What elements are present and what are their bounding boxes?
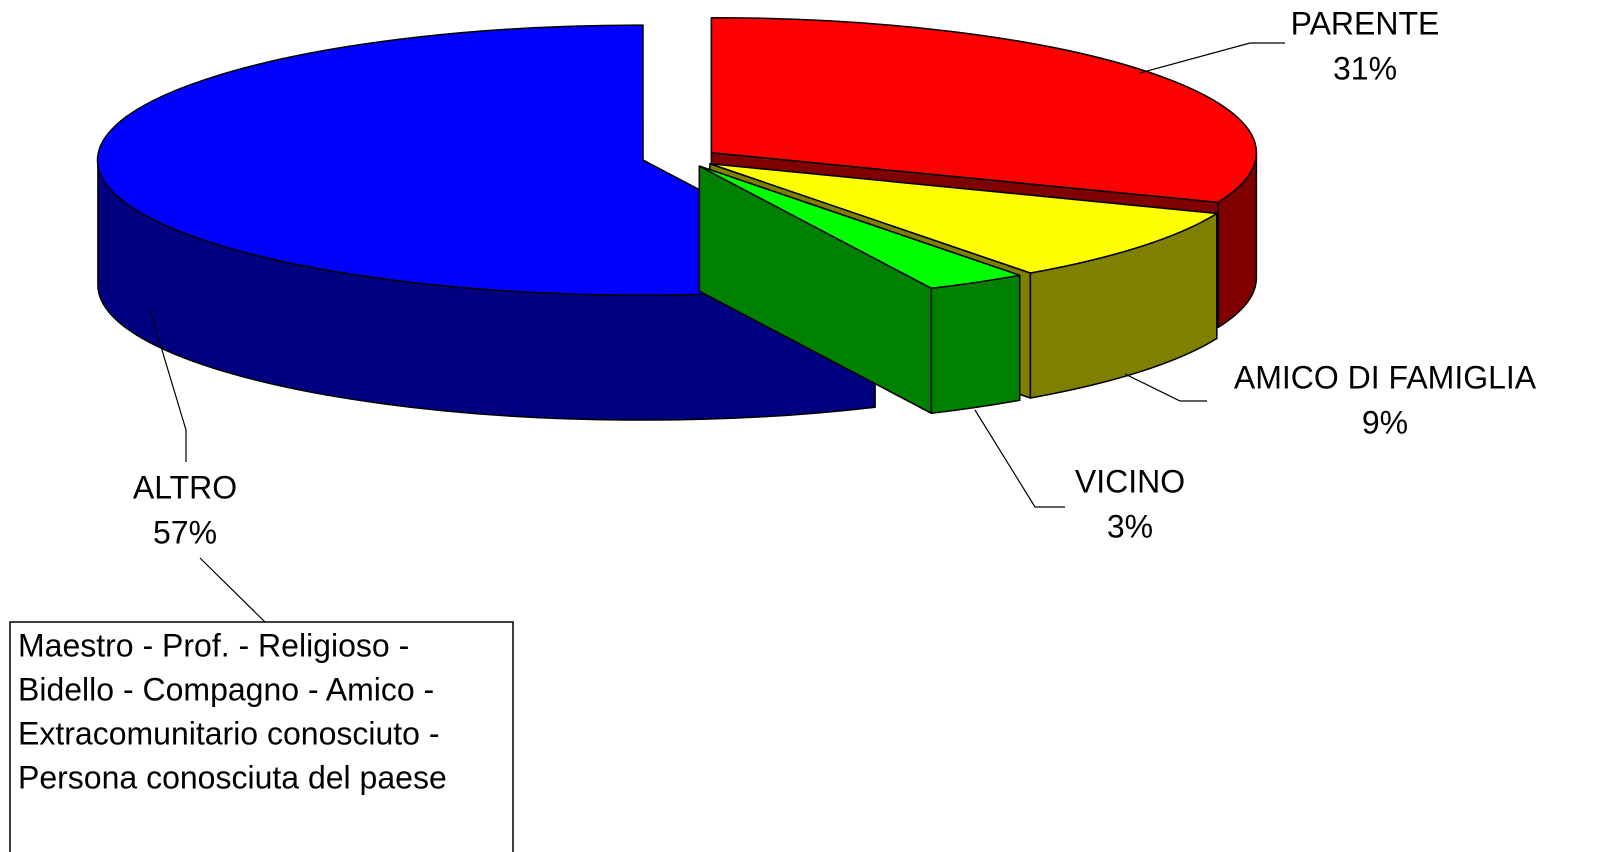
label-leader [974,409,1065,508]
label-leader [1139,42,1285,74]
value-label: 57% [153,514,217,550]
annotation-box [9,621,514,852]
annotation-line: Bidello - Compagno - Amico - [18,671,434,707]
pie-slice [698,165,1021,415]
slice-label: ALTRO [133,469,237,505]
slice-top [96,24,876,296]
value-label: 9% [1362,404,1408,440]
label-leader [149,309,187,462]
slice-label: PARENTE [1291,5,1440,41]
slice-top [710,16,1258,204]
value-label: 31% [1333,50,1397,86]
label-leader [1124,373,1207,402]
slice-top [698,165,1021,290]
value-label: 3% [1107,508,1153,544]
annotation-leader [199,557,266,623]
annotation-line: Extracomunitario conosciuto - [18,715,440,751]
annotation-line: Maestro - Prof. - Religioso - [18,627,409,663]
slice-label: AMICO DI FAMIGLIA [1234,359,1537,395]
slice-wall [930,274,1021,415]
slice-label: VICINO [1075,463,1185,499]
annotation-line: Persona conosciuta del paese [18,759,447,795]
slice-top [709,163,1218,274]
